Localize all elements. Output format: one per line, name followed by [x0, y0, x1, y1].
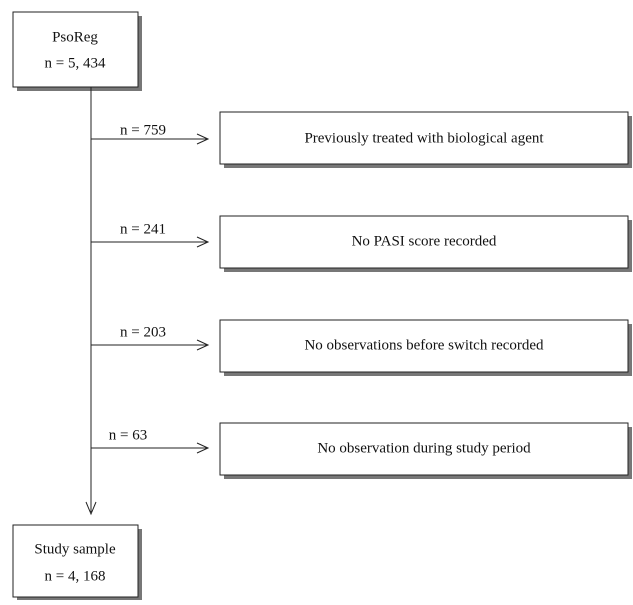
- exclusion-box: [219, 215, 629, 269]
- sample-title: Study sample: [34, 541, 116, 557]
- exclusion-box: [219, 111, 629, 165]
- exclusion-label: No observations before switch recorded: [304, 337, 544, 353]
- arrow-head: [196, 133, 210, 145]
- source-box: [12, 11, 139, 88]
- sample-box: [12, 524, 139, 598]
- source-title: PsoReg: [52, 29, 98, 45]
- exclusion-label: Previously treated with biological agent: [304, 130, 544, 146]
- exclusion-count: n = 759: [120, 122, 166, 138]
- exclusion-box: [219, 319, 629, 373]
- arrow-head: [196, 442, 210, 454]
- exclusion-count: n = 241: [120, 221, 166, 237]
- exclusion: n = 203 No observations before switch re…: [91, 319, 632, 376]
- exclusion: n = 63 No observation during study perio…: [91, 422, 632, 479]
- arrow-head: [196, 339, 210, 351]
- arrow-head: [85, 501, 97, 516]
- exclusion-box: [219, 422, 629, 476]
- exclusion: n = 241 No PASI score recorded: [91, 215, 632, 272]
- exclusion: n = 759 Previously treated with biologic…: [91, 111, 632, 168]
- exclusion-label: No observation during study period: [317, 440, 531, 456]
- exclusion-count: n = 203: [120, 324, 166, 340]
- exclusion-count: n = 63: [109, 427, 147, 443]
- source-count: n = 5, 434: [45, 55, 106, 71]
- exclusion-label: No PASI score recorded: [352, 233, 497, 249]
- arrow-head: [196, 236, 210, 248]
- sample-count: n = 4, 168: [45, 568, 106, 584]
